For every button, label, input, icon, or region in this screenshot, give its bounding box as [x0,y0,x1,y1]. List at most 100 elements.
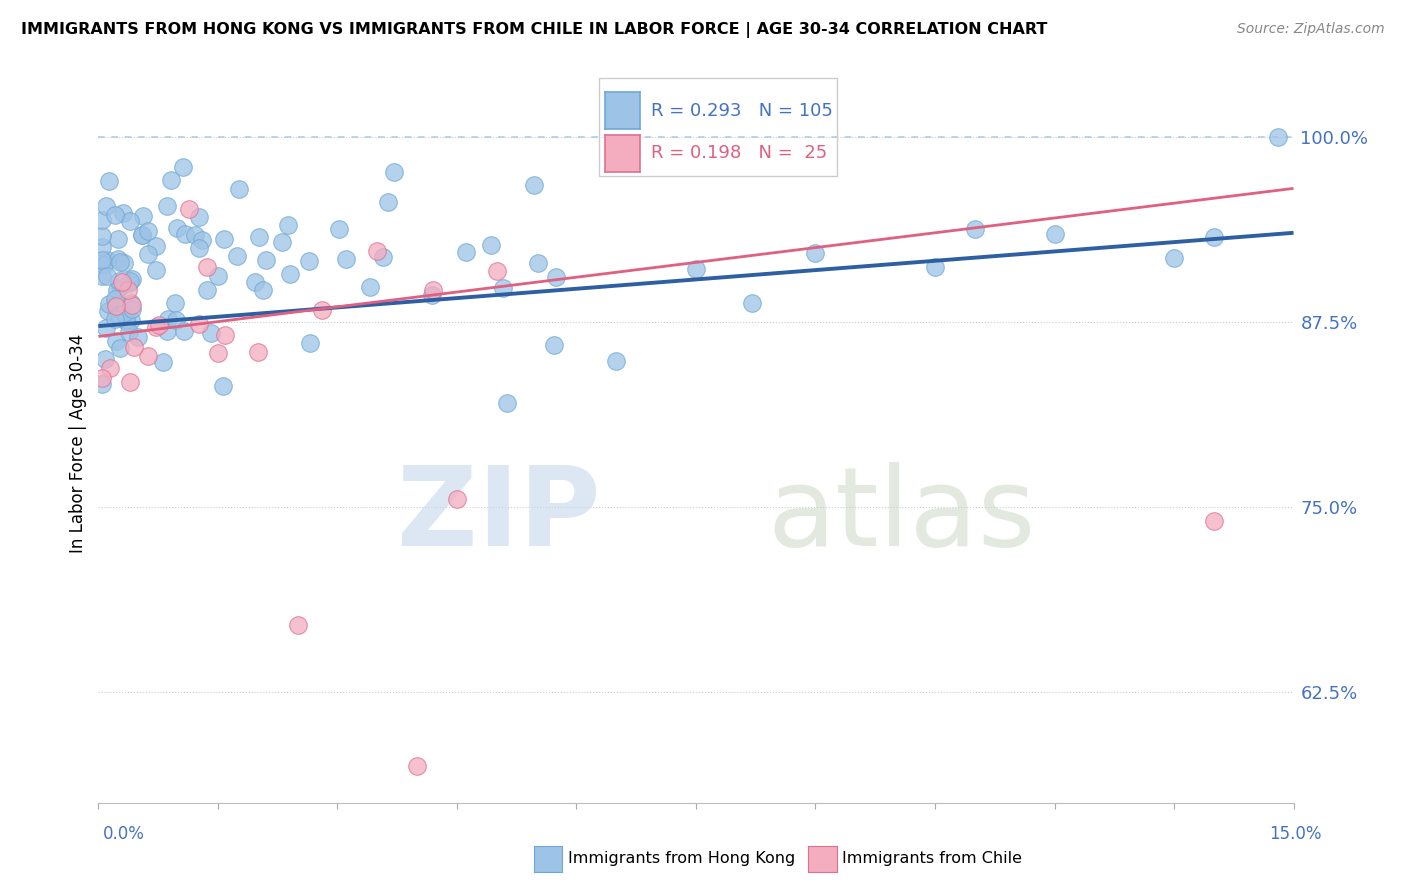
Point [527,256,550,270]
Point [485,264,508,278]
Point [278,267,301,281]
Text: 15.0%: 15.0% [1270,825,1322,843]
Point [214,328,236,343]
Point [963,221,986,235]
Point [298,254,321,268]
Point [94,352,117,367]
Point [252,283,274,297]
Point [195,283,218,297]
Point [145,319,167,334]
Point [166,221,188,235]
Point [1202,229,1225,244]
Point [118,274,141,288]
Point [91,268,114,283]
Point [226,249,249,263]
Point [174,227,197,241]
Point [103,300,125,314]
Point [107,252,129,266]
Point [98,174,121,188]
Point [543,338,565,352]
Point [254,252,277,267]
Point [496,396,519,410]
Point [110,255,132,269]
Point [131,209,153,223]
Point [108,341,131,355]
Point [104,208,127,222]
Text: Immigrants from Hong Kong: Immigrants from Hong Kong [568,852,796,866]
Point [97,304,120,318]
Point [299,335,322,350]
Text: Immigrants from Chile: Immigrants from Chile [842,852,1022,866]
Text: R = 0.198   N =  25: R = 0.198 N = 25 [651,145,827,162]
Point [91,212,114,227]
Point [446,492,468,507]
Point [136,247,159,261]
Point [685,261,707,276]
Point [105,334,128,348]
Point [191,233,214,247]
Text: R = 0.293   N = 105: R = 0.293 N = 105 [651,102,832,120]
Point [243,275,266,289]
Point [111,206,134,220]
Point [114,313,136,327]
Point [1202,515,1225,529]
Point [108,309,131,323]
Point [377,195,399,210]
Point [1043,227,1066,242]
Point [96,199,118,213]
Point [91,370,114,384]
Point [382,165,405,179]
Point [120,313,142,327]
Text: Source: ZipAtlas.com: Source: ZipAtlas.com [1237,22,1385,37]
Point [287,618,309,632]
Point [145,238,167,252]
Point [145,263,167,277]
Point [359,280,381,294]
Point [160,173,183,187]
Point [270,235,292,249]
Point [481,237,503,252]
Point [187,317,209,331]
Point [212,232,235,246]
Point [924,260,946,274]
Text: 0.0%: 0.0% [103,825,145,843]
Point [605,354,627,368]
Point [165,312,187,326]
Point [107,231,129,245]
Point [311,302,333,317]
Y-axis label: In Labor Force | Age 30-34: In Labor Force | Age 30-34 [69,334,87,553]
Point [124,340,146,354]
Point [152,355,174,369]
Point [121,271,143,285]
Point [156,199,179,213]
Point [200,326,222,340]
Point [246,345,269,359]
Point [111,275,134,289]
Point [131,228,153,243]
Point [492,281,515,295]
Point [366,244,388,258]
Point [172,161,194,175]
Point [120,214,142,228]
Point [228,181,250,195]
Point [184,228,207,243]
Point [277,218,299,232]
Point [112,306,135,320]
Point [422,288,444,302]
Text: ZIP: ZIP [396,462,600,569]
Point [546,269,568,284]
Point [91,240,114,254]
Point [523,178,546,192]
Point [120,295,142,310]
Point [179,202,201,217]
Point [741,296,763,310]
Point [328,221,350,235]
Point [195,260,218,274]
Point [188,211,211,225]
Point [91,228,114,243]
Point [94,320,117,334]
Point [207,268,229,283]
Point [422,283,444,297]
Point [1267,129,1289,144]
Point [165,296,187,310]
